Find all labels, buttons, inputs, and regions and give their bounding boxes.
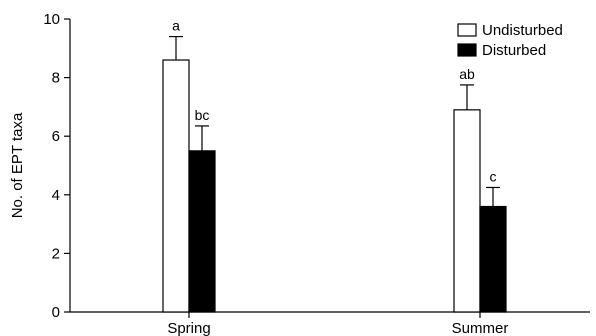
legend: Undisturbed Disturbed [457, 22, 563, 59]
legend-swatch [457, 23, 477, 37]
bar [188, 150, 216, 313]
bar [479, 205, 507, 313]
bar [453, 109, 481, 313]
legend-swatch [457, 43, 477, 57]
x-axis: Spring Summer [70, 311, 590, 336]
bar [162, 59, 190, 313]
y-tick-label: 6 [52, 128, 60, 145]
legend-label: Undisturbed [482, 22, 563, 39]
significance-label: c [490, 168, 497, 184]
y-tick-label: 2 [52, 245, 60, 262]
y-axis-title: No. of EPT taxa [9, 112, 26, 218]
y-axis: 0 2 4 6 8 10 [43, 11, 71, 321]
x-tick-label: Summer [452, 320, 509, 336]
significance-label: ab [459, 66, 475, 82]
significance-label: a [172, 18, 180, 34]
y-tick-label: 4 [52, 187, 60, 204]
y-tick-label: 0 [52, 304, 60, 321]
x-tick-label: Spring [167, 320, 210, 336]
y-tick-label: 8 [52, 70, 60, 87]
significance-label: bc [195, 107, 210, 123]
legend-label: Disturbed [482, 42, 546, 59]
y-tick-label: 10 [43, 11, 60, 28]
